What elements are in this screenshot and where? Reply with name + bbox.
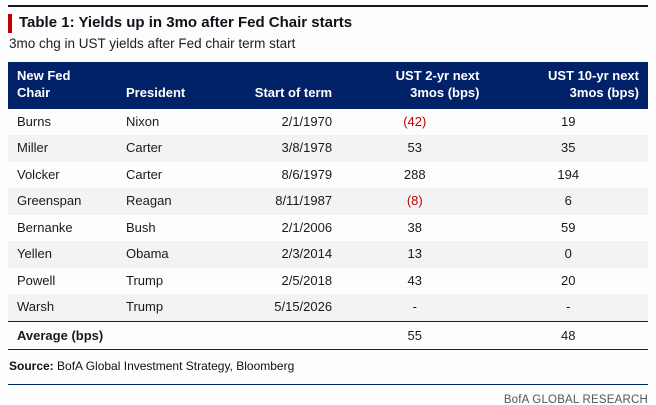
top-rule	[8, 5, 648, 7]
cell-ust10: 0	[564, 246, 572, 262]
average-ust2-value: 55	[407, 327, 423, 343]
cell-start-of-term: 2/5/2018	[281, 272, 333, 288]
table-row: Volcker Carter 8/6/1979 288 194	[8, 162, 648, 189]
title-row: Table 1: Yields up in 3mo after Fed Chai…	[8, 14, 648, 33]
cell-start-of-term: 8/6/1979	[281, 166, 333, 182]
cell-ust2: (42)	[403, 113, 427, 129]
cell-start-of-term: 3/8/1978	[281, 140, 333, 156]
table-row: Bernanke Bush 2/1/2006 38 59	[8, 215, 648, 242]
cell-president: Obama	[126, 246, 169, 262]
bottom-rule	[8, 383, 648, 385]
source-label: Source:	[9, 358, 54, 373]
cell-start-of-term: 8/11/1987	[275, 193, 333, 209]
title-accent-bar	[8, 14, 12, 33]
cell-ust10: 20	[561, 272, 576, 288]
table-row: Miller Carter 3/8/1978 53 35	[8, 135, 648, 162]
cell-start-of-term: 5/15/2026	[274, 299, 333, 315]
table-title: Table 1: Yields up in 3mo after Fed Chai…	[19, 14, 353, 31]
table-row: Greenspan Reagan 8/11/1987 (8) 6	[8, 188, 648, 215]
cell-ust2: -	[412, 299, 417, 315]
table-body: Burns Nixon 2/1/1970 (42) 19 Miller Cart…	[8, 109, 648, 322]
cell-ust2: 288	[403, 166, 426, 182]
fed-chair-yields-table: New Fed Chair President Start of term US…	[8, 61, 648, 350]
table-row: Warsh Trump 5/15/2026 - -	[8, 294, 648, 322]
table-row: Burns Nixon 2/1/1970 (42) 19	[8, 109, 648, 136]
cell-president: Carter	[126, 140, 163, 156]
col-header-line: UST 10-yr next	[547, 67, 639, 83]
cell-chair: Bernanke	[17, 219, 73, 235]
bofa-global-research-logo: BofA GLOBAL RESEARCH	[503, 393, 648, 405]
cell-ust2: 43	[407, 272, 423, 288]
col-header-line: 3mos (bps)	[569, 84, 639, 100]
cell-president: Bush	[126, 219, 156, 235]
cell-ust2: 53	[407, 140, 423, 156]
table-subtitle: 3mo chg in UST yields after Fed chair te…	[9, 35, 296, 51]
cell-start-of-term: 2/1/2006	[281, 219, 333, 235]
cell-start-of-term: 2/1/1970	[281, 113, 333, 129]
table-header-row: New Fed Chair President Start of term US…	[8, 61, 648, 109]
cell-president: Trump	[126, 272, 164, 288]
cell-ust2: (8)	[406, 193, 423, 209]
cell-president: Reagan	[126, 193, 172, 209]
cell-ust2: 13	[407, 246, 423, 262]
average-ust10-value: 48	[561, 327, 576, 343]
cell-chair: Powell	[17, 272, 56, 288]
cell-chair: Warsh	[17, 299, 55, 315]
col-header-ust-2yr: UST 2-yr next 3mos (bps)	[341, 61, 489, 109]
col-header-start-of-term: Start of term	[217, 61, 342, 109]
col-header-line: Start of term	[254, 84, 333, 100]
cell-ust10: 194	[557, 166, 580, 182]
cell-ust10: 19	[561, 113, 576, 129]
cell-president: Nixon	[126, 113, 160, 129]
col-header-line: 3mos (bps)	[410, 84, 480, 100]
col-header-line: New Fed	[17, 67, 71, 83]
col-header-new-fed-chair: New Fed Chair	[8, 61, 118, 109]
table-row: Powell Trump 2/5/2018 43 20	[8, 268, 648, 295]
cell-chair: Yellen	[17, 246, 52, 262]
table-row: Yellen Obama 2/3/2014 13 0	[8, 241, 648, 268]
cell-president: Trump	[126, 299, 164, 315]
cell-ust10: -	[566, 299, 571, 315]
source-text: BofA Global Investment Strategy, Bloombe…	[53, 358, 295, 373]
col-header-president: President	[117, 61, 218, 109]
cell-ust10: 59	[561, 219, 576, 235]
cell-ust2: 38	[407, 219, 423, 235]
cell-chair: Burns	[17, 113, 51, 129]
cell-president: Carter	[126, 166, 163, 182]
col-header-line: Chair	[17, 84, 51, 100]
cell-chair: Miller	[17, 140, 49, 156]
cell-chair: Greenspan	[17, 193, 82, 209]
average-label: Average (bps)	[17, 327, 104, 343]
cell-chair: Volcker	[17, 166, 60, 182]
col-header-line: President	[126, 84, 186, 100]
source-line: Source: BofA Global Investment Strategy,…	[9, 359, 648, 373]
cell-start-of-term: 2/3/2014	[281, 246, 333, 262]
col-header-ust-10yr: UST 10-yr next 3mos (bps)	[488, 61, 648, 109]
cell-ust10: 35	[561, 140, 576, 156]
cell-ust10: 6	[564, 193, 572, 209]
col-header-line: UST 2-yr next	[395, 67, 480, 83]
average-row: Average (bps) 55 48	[8, 321, 648, 350]
